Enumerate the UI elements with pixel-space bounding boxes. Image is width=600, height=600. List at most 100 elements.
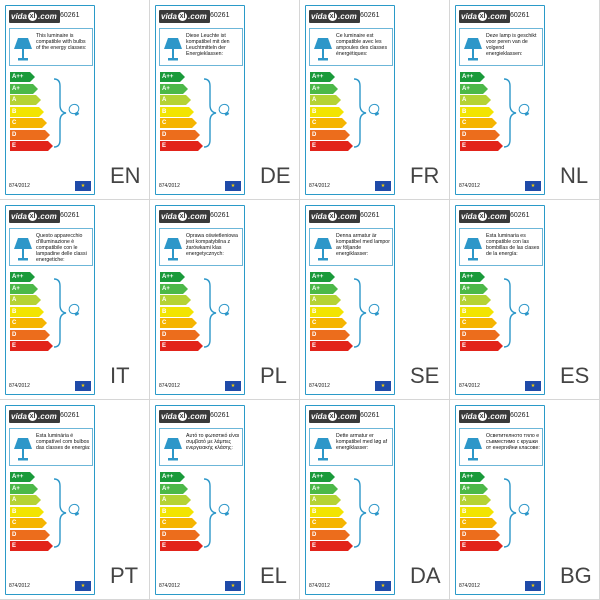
energy-class-bar: A [160, 95, 191, 105]
language-code: IT [110, 363, 130, 388]
compatibility-text: Deze lamp is geschikt voor peren van de … [486, 33, 537, 57]
logo-mark: xl [178, 12, 188, 21]
bulb-icon [353, 78, 380, 148]
logo-text-right: .com [488, 12, 507, 21]
logo-text-left: vida [161, 212, 178, 221]
logo-mark: xl [328, 12, 338, 21]
energy-class-bar: B [10, 106, 44, 117]
energy-class-scale: A++ A+ A B C D E [10, 72, 53, 154]
brand-logo: vida xl .com [459, 210, 510, 223]
logo-mark: xl [178, 212, 188, 221]
logo-text-right: .com [188, 412, 207, 421]
compatibility-text: Denna armatur är kompatibel med lampor a… [336, 233, 390, 257]
compatibility-text: Questo apparecchio d'illuminazione è com… [36, 233, 87, 263]
energy-class-scale: A++ A+ A B C D E [10, 272, 53, 354]
energy-class-bar: E [460, 141, 503, 151]
energy-class-bar: D [160, 529, 200, 540]
regulation-number: 874/2012 [9, 583, 30, 589]
logo-text-right: .com [188, 12, 207, 21]
logo-text-left: vida [11, 212, 28, 221]
regulation-number: 874/2012 [159, 583, 180, 589]
brand-logo: vida xl .com [309, 410, 360, 423]
energy-class-bar: A [160, 295, 191, 305]
energy-class-bar: B [160, 106, 194, 117]
compatibility-box: Осветителното тяло е съвместимо с крушки… [459, 428, 543, 466]
logo-text-left: vida [11, 12, 28, 21]
energy-class-bar: E [160, 341, 203, 351]
energy-class-bar: D [310, 129, 350, 140]
lamp-icon [14, 38, 32, 61]
energy-class-bar: D [10, 129, 50, 140]
regulation-number: 874/2012 [459, 383, 480, 389]
compatibility-text: Ce luminaire est compatible avec les amp… [336, 33, 388, 57]
energy-class-bar: B [310, 306, 344, 317]
label-cell-da: vida xl .com 60261 Dette armatur er kompatib… [300, 400, 450, 600]
energy-class-bar: A++ [10, 72, 35, 82]
energy-class-bar: E [310, 341, 353, 351]
energy-class-bar: A [460, 95, 491, 105]
logo-text-left: vida [311, 412, 328, 421]
energy-label-card: vida xl .com 60261 Esta luminaria es compati… [455, 205, 545, 395]
energy-class-bar: A++ [310, 272, 335, 282]
energy-class-bar: D [460, 129, 500, 140]
lamp-icon [164, 238, 182, 261]
language-code: BG [560, 563, 592, 588]
energy-class-bar: B [10, 506, 44, 517]
product-code: 60261 [210, 12, 230, 19]
energy-class-bar: B [460, 106, 494, 117]
energy-class-scale: A++ A+ A B C D E [160, 272, 203, 354]
compatibility-box: Esta luminária é compatível com bulbos d… [9, 428, 93, 466]
energy-class-bar: C [10, 118, 47, 128]
eu-flag-icon [75, 381, 91, 391]
label-cell-it: vida xl .com 60261 Questo apparecchio d'illu… [0, 200, 150, 400]
eu-flag-icon [225, 581, 241, 591]
language-code: PL [260, 363, 287, 388]
energy-class-bar: C [460, 118, 497, 128]
regulation-number: 874/2012 [159, 383, 180, 389]
energy-class-bar: A+ [160, 483, 188, 494]
energy-class-scale: A++ A+ A B C D E [160, 472, 203, 554]
lamp-icon [464, 238, 482, 261]
energy-class-bar: C [310, 518, 347, 528]
regulation-number: 874/2012 [309, 583, 330, 589]
language-code: EN [110, 163, 141, 188]
energy-class-bar: A++ [10, 272, 35, 282]
energy-class-bar: C [160, 518, 197, 528]
label-cell-de: vida xl .com 60261 Diese Leuchte ist kompati… [150, 0, 300, 200]
energy-class-bar: E [310, 541, 353, 551]
energy-class-bar: A++ [160, 472, 185, 482]
label-cell-nl: vida xl .com 60261 Deze lamp is geschikt voo… [450, 0, 600, 200]
logo-text-left: vida [461, 12, 478, 21]
energy-class-bar: A++ [460, 472, 485, 482]
energy-class-bar: A++ [310, 472, 335, 482]
brand-logo: vida xl .com [159, 10, 210, 23]
logo-text-left: vida [461, 212, 478, 221]
brand-logo: vida xl .com [159, 210, 210, 223]
logo-mark: xl [478, 412, 488, 421]
label-cell-se: vida xl .com 60261 Denna armatur är kompatib… [300, 200, 450, 400]
bulb-icon [503, 278, 530, 348]
energy-class-bar: A++ [460, 272, 485, 282]
energy-class-bar: D [460, 529, 500, 540]
brand-logo: vida xl .com [159, 410, 210, 423]
energy-class-bar: A+ [460, 283, 488, 294]
compatibility-box: Deze lamp is geschikt voor peren van de … [459, 28, 543, 66]
label-cell-el: vida xl .com 60261 Αυτό το φωτιστικό είναι σ… [150, 400, 300, 600]
regulation-number: 874/2012 [309, 183, 330, 189]
logo-text-left: vida [311, 12, 328, 21]
energy-class-scale: A++ A+ A B C D E [160, 72, 203, 154]
label-cell-pt: vida xl .com 60261 Esta luminária é compatív… [0, 400, 150, 600]
energy-class-bar: C [310, 118, 347, 128]
label-cell-bg: vida xl .com 60261 Осветителното тяло е съвм… [450, 400, 600, 600]
language-code: DE [260, 163, 291, 188]
energy-class-bar: E [10, 141, 53, 151]
compatibility-text: Diese Leuchte ist kompatibel mit den Leu… [186, 33, 230, 57]
bulb-icon [353, 278, 380, 348]
compatibility-box: Denna armatur är kompatibel med lampor a… [309, 228, 393, 266]
energy-class-bar: A++ [160, 72, 185, 82]
product-code: 60261 [360, 12, 380, 19]
regulation-number: 874/2012 [309, 383, 330, 389]
logo-text-left: vida [161, 12, 178, 21]
language-code: PT [110, 563, 139, 588]
